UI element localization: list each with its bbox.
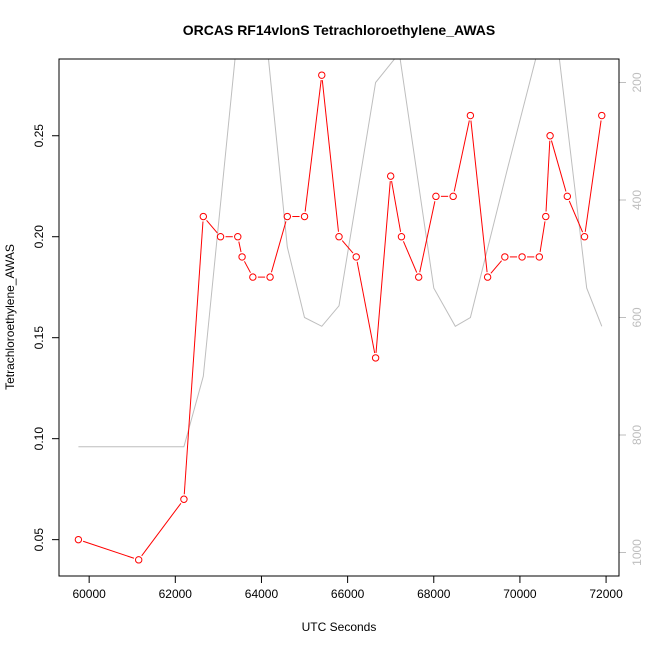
primary-series-segment (341, 240, 354, 254)
data-point (234, 233, 242, 241)
primary-series-segment (568, 200, 584, 233)
y2-tick-label: 200 (630, 72, 644, 92)
primary-series-segment (243, 261, 251, 273)
primary-series-segment (402, 241, 418, 273)
y-tick-label: 0.15 (32, 326, 46, 350)
data-point (483, 273, 492, 281)
data-point (216, 233, 225, 241)
data-point (134, 556, 143, 564)
primary-series-segment (206, 220, 218, 234)
data-point (518, 253, 526, 261)
y-axis-right: 200 400 600 800 1000 (619, 72, 644, 566)
primary-series-segment (183, 221, 204, 495)
data-point (352, 253, 360, 261)
x-tick-label: 72000 (589, 587, 623, 601)
primary-series-segment (391, 180, 402, 232)
primary-series-segment (141, 502, 182, 557)
y2-tick-label: 1000 (630, 539, 644, 566)
primary-series-segment (375, 181, 391, 353)
chart-title: ORCAS RF14vlonS Tetrachloroethylene_AWAS (183, 22, 495, 38)
data-point (546, 132, 554, 140)
primary-series-segment (238, 241, 242, 253)
x-tick-label: 60000 (72, 587, 106, 601)
secondary-series (78, 59, 603, 448)
data-point (238, 253, 246, 261)
data-point (335, 233, 343, 241)
primary-series-segment (82, 540, 135, 559)
data-point (598, 111, 606, 120)
data-point (563, 192, 572, 201)
y-tick-label: 0.25 (32, 124, 46, 148)
data-point (542, 212, 550, 221)
x-tick-label: 62000 (159, 587, 193, 601)
data-point (501, 253, 509, 261)
data-point (318, 71, 326, 79)
data-point (386, 172, 395, 180)
y-axis-label: Tetrachloroethylene_AWAS (3, 244, 17, 390)
x-axis: 60000 62000 64000 66000 68000 70000 72000 (72, 576, 623, 601)
y2-tick-label: 400 (630, 190, 644, 210)
primary-series-segment (470, 120, 488, 273)
primary-series (74, 71, 606, 564)
primary-series-segment (490, 260, 502, 274)
data-point (283, 212, 292, 221)
data-point (249, 273, 257, 281)
data-point (74, 535, 83, 544)
primary-series-segment (539, 221, 546, 253)
x-tick-label: 70000 (503, 587, 537, 601)
primary-series-segment (545, 140, 551, 212)
primary-series-segment (356, 261, 376, 354)
data-point (371, 354, 380, 362)
primary-series-segment (321, 80, 339, 232)
y-tick-label: 0.10 (32, 427, 46, 451)
data-point (580, 233, 589, 241)
y2-tick-label: 600 (630, 307, 644, 327)
data-point (466, 111, 475, 120)
x-tick-label: 64000 (245, 587, 279, 601)
data-point (449, 192, 457, 201)
primary-series-segment (270, 221, 287, 273)
plot-frame (58, 58, 620, 577)
primary-series-segment (550, 140, 567, 192)
data-point (300, 212, 309, 221)
y-axis-left: 0.05 0.10 0.15 0.20 0.25 (32, 124, 59, 552)
x-tick-label: 66000 (331, 587, 365, 601)
primary-series-segment (584, 120, 602, 232)
data-point (180, 495, 188, 503)
y-tick-label: 0.05 (32, 528, 46, 552)
y-tick-label: 0.20 (32, 225, 46, 249)
data-point (432, 192, 440, 201)
data-point (397, 233, 406, 241)
primary-series-segment (304, 80, 322, 212)
data-point (266, 273, 274, 281)
y2-tick-label: 800 (630, 425, 644, 445)
data-point (414, 273, 423, 281)
data-point (199, 212, 208, 221)
secondary-series-line (78, 59, 603, 448)
primary-series-segment (453, 120, 470, 192)
data-point (535, 253, 544, 261)
x-tick-label: 68000 (417, 587, 451, 601)
x-axis-label: UTC Seconds (302, 620, 377, 634)
primary-series-segment (419, 201, 436, 273)
